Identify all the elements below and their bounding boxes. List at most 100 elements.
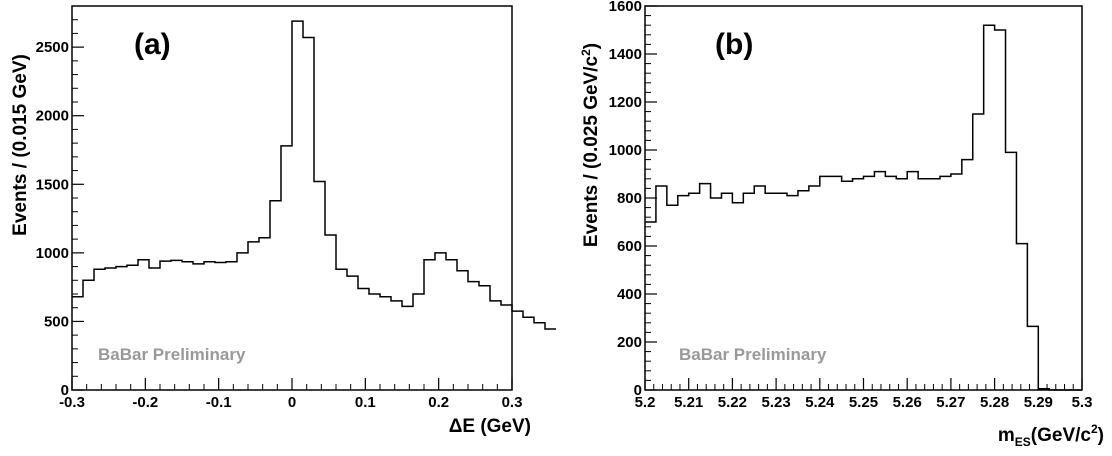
panel-b-bin [754,186,765,390]
panel-a-bin [248,242,259,390]
panel-a-x-tick-label: 0 [288,394,296,411]
panel-a-bin [369,294,380,390]
panel-a-x-tick-label: -0.1 [206,394,232,411]
panel-a-bin [457,271,468,390]
panel-a-bin [193,264,204,390]
panel-b-bin [1016,244,1027,390]
panel-b-x-tick-label: 5.29 [1024,394,1053,411]
panel-b-bin [842,181,853,390]
panel-a-bin [545,329,556,390]
panel-b-x-tick-label: 5.23 [761,394,790,411]
panel-a-bin [226,262,237,390]
panel-a-watermark: BaBar Preliminary [98,345,246,364]
panel-b: Events / (0.025 GeV/c2) (b) BaBar Prelim… [579,0,1104,449]
panel-b-bin [700,184,711,390]
panel-b-x-tick-label: 5.27 [936,394,965,411]
panel-a-bin [314,182,325,390]
panel-b-xlabel-sub: ES [1015,435,1031,449]
panel-b-bin [995,30,1006,390]
panel-a-bin [325,235,336,390]
panel-b-bin [984,25,995,390]
panel-b-bin [918,179,929,390]
panel-a-y-tick-label: 500 [44,313,69,330]
panel-b-ylabel-main: Events / (0.025 GeV/c [581,56,602,248]
panel-a-bin [347,276,358,390]
panel-b-y-tick-label: 1600 [609,0,642,15]
panel-a-bin [105,268,116,390]
panel-a-bin [138,260,149,390]
panel-b-bin [853,179,864,390]
panel-a-y-tick-label: 1500 [36,176,69,193]
panel-a-bin [237,253,248,390]
panel-b-bin [809,186,820,390]
panel-b-bin [656,186,667,390]
panel-b-y-tick-label: 800 [617,190,642,207]
panel-b-x-tick-label: 5.21 [674,394,703,411]
panel-a-bin [490,301,501,390]
panel-b-x-tick-label: 5.3 [1072,394,1093,411]
panel-b-bin [864,176,875,390]
panel-a-bin [160,261,171,390]
panel-b-watermark: BaBar Preliminary [679,345,827,364]
panel-b-bin [798,191,809,390]
panel-b-bin [732,203,743,390]
panel-b-bin [907,172,918,390]
panel-a-bin [358,289,369,390]
panel-b-bin [896,179,907,390]
panel-a-y-tick-label: 0 [61,382,69,399]
panel-b-bin [874,172,885,390]
panel-b-ylabel: Events / (0.025 GeV/c2) [579,43,602,247]
panel-b-bin [1027,326,1038,390]
panel-b-bin [929,179,940,390]
panel-a-bin [292,21,303,390]
panel-b-bin [962,160,973,390]
panel-b-histogram [645,24,1082,391]
panel-b-xlabel-close: ) [1098,425,1104,446]
panel-b-bin [689,193,700,390]
panel-b-x-tick-label: 5.24 [805,394,835,411]
panel-a-bin [127,265,138,390]
panel-b-y-tick-label: 200 [617,334,642,351]
panel-a-x-tick-label: -0.2 [132,394,158,411]
panel-b-bin [765,193,776,390]
panel-a-ylabel: Events / (0.015 GeV) [10,54,31,236]
panel-a-bin [479,286,490,390]
panel-a-bin [72,297,83,390]
panel-a-y-tick-label: 2500 [36,39,69,56]
panel-b-bin [820,176,831,390]
panel-b-xlabel: mES(GeV/c2) [998,422,1104,449]
panel-a-bin [116,267,127,390]
panel-b-bin [940,176,951,390]
panel-a-y-tick-label: 2000 [36,108,69,125]
panel-b-bin [973,114,984,390]
panel-b-x-tick-label: 5.22 [718,394,747,411]
panel-a-bin [501,305,512,390]
panel-b-bin [1038,389,1049,390]
panel-a-bin [270,201,281,390]
panel-a-histogram [72,20,556,330]
panel-a-bin [512,311,523,390]
panel-b-y-tick-label: 600 [617,238,642,255]
panel-b-y-tick-label: 0 [634,382,642,399]
panel-a-bin [468,282,479,390]
panel-b-bin [667,205,678,390]
panel-b-bin [831,176,842,390]
panel-b-x-tick-label: 5.26 [893,394,922,411]
panel-a-bin [402,306,413,390]
panel-b-x-tick-label: 5.2 [635,394,656,411]
panel-b-xlabel-main: m [998,425,1015,446]
panel-a-bin [413,294,424,390]
panel-b-x-tick-label: 5.28 [980,394,1009,411]
panel-b-bin [885,176,896,390]
panel-a: Events / (0.015 GeV) (a) BaBar Prelimina… [10,5,556,437]
panel-a-bin [534,323,545,390]
panel-b-ylabel-close: ) [581,43,602,49]
panel-b-y-tick-label: 1200 [609,94,642,111]
panel-b-bin [743,193,754,390]
panel-b-bin [721,193,732,390]
panel-a-bin [281,146,292,390]
panel-a-bin [523,317,534,390]
panel-a-bin [204,262,215,390]
